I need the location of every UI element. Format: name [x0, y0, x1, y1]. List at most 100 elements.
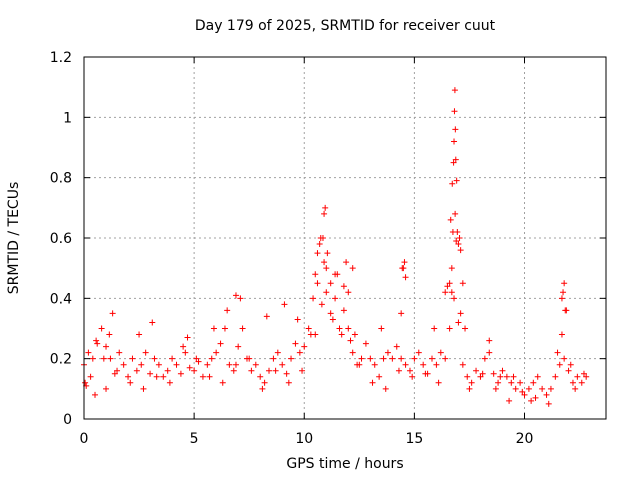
data-point: [477, 373, 484, 380]
data-point: [140, 385, 147, 392]
data-point: [316, 241, 323, 248]
data-point: [400, 265, 407, 272]
data-point: [314, 280, 321, 287]
data-point: [561, 280, 568, 287]
data-point: [336, 325, 343, 332]
data-point: [272, 367, 279, 374]
data-point: [451, 295, 458, 302]
x-tick-label: 20: [516, 431, 534, 447]
data-point: [429, 355, 435, 362]
data-point: [552, 373, 559, 380]
chart-title: Day 179 of 2025, SRMTID for receiver cuu…: [194, 18, 496, 34]
data-point: [561, 355, 568, 362]
data-point: [451, 87, 458, 94]
data-point: [224, 307, 231, 314]
data-point: [160, 373, 167, 380]
data-point: [402, 274, 409, 281]
data-point: [449, 180, 456, 187]
data-point: [270, 355, 277, 362]
data-point: [133, 367, 140, 374]
data-point: [292, 340, 299, 347]
data-point: [343, 259, 350, 266]
data-point: [367, 355, 374, 362]
data-point: [151, 355, 158, 362]
data-point: [312, 271, 319, 278]
y-tick-label: 0.8: [50, 171, 72, 187]
data-point: [431, 325, 438, 332]
data-point: [149, 319, 156, 326]
data-point: [398, 355, 405, 362]
data-point: [153, 373, 160, 380]
data-point: [525, 385, 532, 392]
data-point: [266, 367, 273, 374]
y-tick-label: 0.4: [50, 291, 72, 307]
data-point: [442, 289, 449, 296]
data-point: [323, 289, 330, 296]
data-point: [235, 343, 242, 350]
data-point: [558, 331, 565, 338]
data-point: [169, 355, 176, 362]
data-point: [248, 367, 255, 374]
data-point: [206, 373, 213, 380]
data-point: [186, 364, 193, 371]
data-point: [442, 355, 449, 362]
data-point: [437, 349, 444, 356]
data-point: [393, 343, 400, 350]
data-point: [239, 325, 246, 332]
data-point: [481, 355, 488, 362]
data-point: [184, 334, 191, 341]
data-point: [517, 379, 524, 386]
data-point: [210, 325, 217, 332]
data-point: [321, 259, 328, 266]
data-point: [451, 108, 458, 115]
data-point: [411, 355, 418, 362]
data-point: [583, 373, 590, 380]
data-point: [539, 385, 546, 392]
data-point: [114, 367, 121, 374]
data-point: [166, 379, 173, 386]
data-point: [547, 385, 554, 392]
data-point: [376, 373, 383, 380]
data-point: [452, 156, 459, 163]
data-point: [497, 373, 504, 380]
data-point: [327, 280, 334, 287]
data-point: [395, 367, 402, 374]
data-point: [572, 385, 579, 392]
data-point: [281, 301, 288, 308]
data-point: [506, 397, 513, 404]
data-point: [401, 259, 408, 266]
data-points: [81, 87, 590, 407]
data-point: [217, 340, 224, 347]
data-point: [446, 280, 453, 287]
data-point: [450, 159, 457, 166]
data-point: [301, 343, 308, 350]
data-point: [191, 367, 198, 374]
data-point: [136, 331, 143, 338]
data-point: [578, 379, 585, 386]
data-point: [318, 301, 325, 308]
data-point: [351, 331, 358, 338]
data-point: [356, 361, 363, 368]
grid: [84, 57, 606, 419]
data-point: [147, 370, 154, 377]
data-point: [512, 385, 519, 392]
data-point: [569, 379, 576, 386]
data-point: [447, 216, 454, 223]
data-point: [324, 250, 331, 257]
data-point: [261, 379, 268, 386]
data-point: [433, 361, 440, 368]
data-point: [111, 370, 118, 377]
data-point: [448, 289, 455, 296]
data-point: [457, 310, 464, 317]
data-point: [323, 265, 330, 272]
data-point: [565, 367, 572, 374]
data-point: [103, 343, 110, 350]
data-point: [459, 280, 466, 287]
data-point: [452, 126, 459, 133]
data-point: [451, 138, 458, 145]
data-point: [219, 379, 226, 386]
data-point: [103, 385, 110, 392]
data-point: [402, 361, 409, 368]
data-point: [486, 349, 493, 356]
